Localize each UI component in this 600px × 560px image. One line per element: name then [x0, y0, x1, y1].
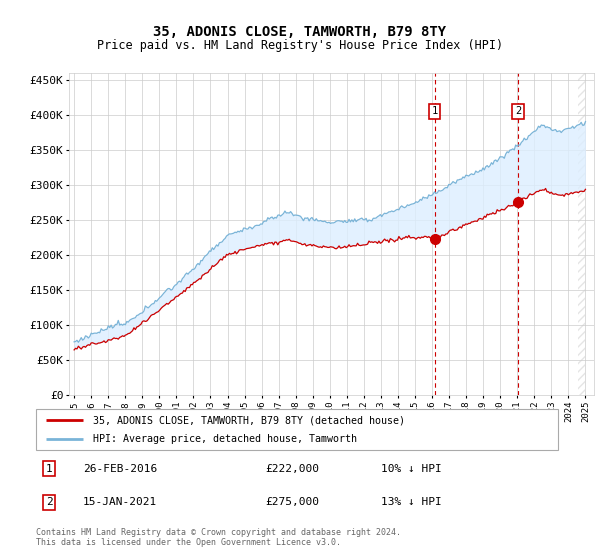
Text: £222,000: £222,000	[266, 464, 320, 474]
Text: 2: 2	[46, 497, 52, 507]
Text: Price paid vs. HM Land Registry's House Price Index (HPI): Price paid vs. HM Land Registry's House …	[97, 39, 503, 52]
FancyBboxPatch shape	[36, 409, 558, 450]
Text: Contains HM Land Registry data © Crown copyright and database right 2024.
This d: Contains HM Land Registry data © Crown c…	[36, 528, 401, 547]
Text: 2: 2	[515, 106, 521, 116]
Text: HPI: Average price, detached house, Tamworth: HPI: Average price, detached house, Tamw…	[94, 434, 358, 444]
Text: 26-FEB-2016: 26-FEB-2016	[83, 464, 157, 474]
Text: 13% ↓ HPI: 13% ↓ HPI	[380, 497, 441, 507]
Text: 15-JAN-2021: 15-JAN-2021	[83, 497, 157, 507]
Text: 35, ADONIS CLOSE, TAMWORTH, B79 8TY: 35, ADONIS CLOSE, TAMWORTH, B79 8TY	[154, 25, 446, 39]
Text: 1: 1	[431, 106, 438, 116]
Text: 10% ↓ HPI: 10% ↓ HPI	[380, 464, 441, 474]
Text: 1: 1	[46, 464, 52, 474]
Text: £275,000: £275,000	[266, 497, 320, 507]
Text: 35, ADONIS CLOSE, TAMWORTH, B79 8TY (detached house): 35, ADONIS CLOSE, TAMWORTH, B79 8TY (det…	[94, 416, 406, 425]
